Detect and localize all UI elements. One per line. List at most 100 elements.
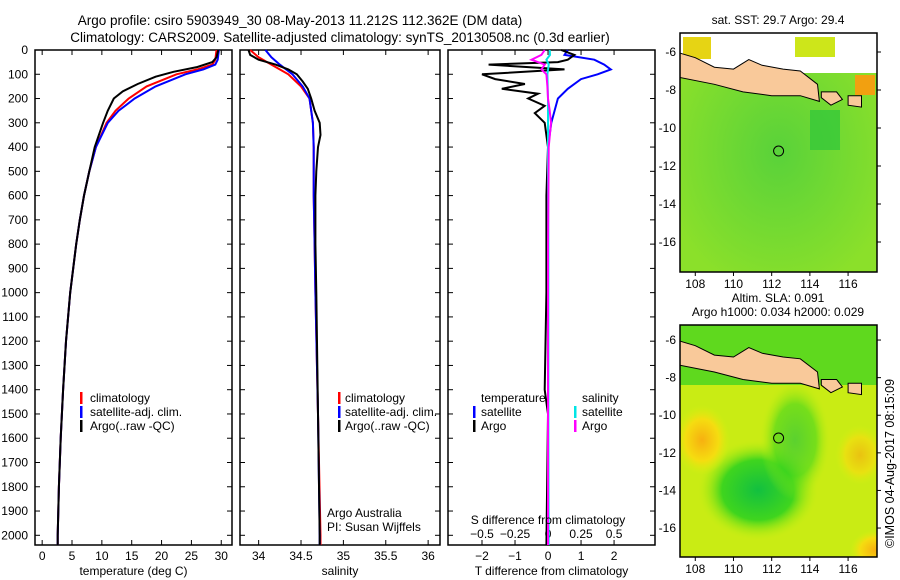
y-tick-label: 1400 — [1, 383, 28, 397]
credit-timestamp: ©IMOS 04-Aug-2017 08:15:09 — [883, 379, 897, 548]
legend-label: Argo(..raw -QC) — [90, 419, 175, 433]
x-tick-label: 34.5 — [289, 549, 313, 563]
legend-header-salinity: salinity — [582, 391, 619, 405]
y-tick-label: 0 — [21, 43, 28, 57]
legend-salinity: climatology satellite-adj. clim. Argo(..… — [327, 391, 437, 534]
legend-label: climatology — [90, 391, 150, 405]
y-tick-label: 1600 — [1, 431, 28, 445]
x-tick-label: −2 — [475, 549, 489, 563]
map-lat-label: -14 — [659, 483, 677, 497]
legend-swatch-sal-argo — [574, 420, 577, 432]
s-diff-axis-label: S difference from climatology — [471, 513, 626, 527]
x-axis-label: T difference from climatology — [475, 564, 629, 578]
legend-header-temperature: temperature — [481, 391, 546, 405]
legend-label: satellite — [582, 405, 623, 419]
map-lon-label: 108 — [685, 562, 705, 576]
x-tick-label: 30 — [215, 549, 229, 563]
lombok-land — [847, 382, 862, 396]
x-tick-label: 0 — [39, 549, 46, 563]
legend-swatch-argo — [338, 420, 341, 432]
y-tick-label: 1900 — [1, 504, 28, 518]
sst-map-axes: 108 110 112 114 116 -6 -8 -10 -12 -14 -16 — [659, 32, 881, 291]
x-tick-label: 10 — [95, 549, 109, 563]
y-tick-label: 1500 — [1, 407, 28, 421]
sst-map-title: sat. SST: 29.7 Argo: 29.4 — [712, 13, 845, 27]
y-tick-label: 1700 — [1, 456, 28, 470]
legend-swatch-satellite — [80, 406, 83, 418]
sla-map — [680, 325, 877, 557]
legend-swatch-temp-argo — [473, 420, 476, 432]
series-line-climatology — [249, 49, 322, 545]
y-tick-label: 1800 — [1, 480, 28, 494]
x-tick-label: 20 — [155, 549, 169, 563]
annotation-pi: PI: Susan Wijffels — [327, 520, 421, 534]
legend-swatch-argo — [80, 420, 83, 432]
sst-patch — [810, 110, 840, 150]
y-tick-label: 200 — [8, 92, 28, 106]
series-line-climatology — [56, 49, 218, 545]
map-lon-label: 112 — [762, 277, 781, 291]
legend-label: satellite-adj. clim. — [345, 405, 437, 419]
y-tick-label: 900 — [8, 261, 28, 275]
bali-land — [820, 379, 844, 394]
sla-low-anomaly — [760, 380, 830, 500]
map-lat-label: -8 — [665, 371, 676, 385]
y-tick-label: 400 — [8, 140, 28, 154]
series-line-argo-raw-qc- — [247, 49, 322, 545]
legend-temperature: climatology satellite-adj. clim. Argo(..… — [80, 391, 182, 433]
plot-frame — [34, 49, 233, 546]
y-tick-label: 100 — [8, 67, 28, 81]
map-lon-label: 116 — [839, 277, 858, 291]
map-lon-label: 114 — [800, 277, 819, 291]
series-line-temperature-argo — [481, 49, 577, 546]
x-tick-label: 2 — [611, 549, 618, 563]
y-tick-label: 300 — [8, 116, 28, 130]
panel-temperature: 0100200300400500600700800900100011001200… — [1, 43, 233, 578]
map-lat-label: -12 — [659, 446, 677, 460]
lombok-land — [847, 95, 862, 108]
sla-map-axes: 108 110 112 114 116 -6 -8 -10 -12 -14 -16 — [659, 324, 881, 576]
sst-patch — [795, 37, 835, 57]
figure-subtitle: Climatology: CARS2009. Satellite-adjuste… — [70, 30, 610, 45]
y-tick-label: 1100 — [2, 310, 28, 324]
x-tick-label: 0 — [545, 549, 552, 563]
map-lat-label: -16 — [659, 235, 677, 249]
legend-swatch-satellite — [338, 406, 341, 418]
legend-label: satellite — [481, 405, 522, 419]
x-tick-label: 35 — [337, 549, 351, 563]
series-line-argo-raw-qc- — [56, 49, 220, 545]
map-lon-label: 116 — [839, 562, 858, 576]
series-line-satellite-adj-clim- — [56, 49, 220, 545]
plot-frame — [239, 49, 441, 546]
map-lon-label: 110 — [724, 562, 743, 576]
map-lat-label: -10 — [659, 121, 677, 135]
x-tick-label: 36 — [421, 549, 435, 563]
s-diff-tick-label: −0.5 — [470, 527, 494, 541]
series-line-temperature-satellite — [547, 49, 613, 545]
bali-land — [820, 91, 844, 106]
map-lat-label: -12 — [659, 159, 677, 173]
s-diff-tick-label: −0.25 — [500, 527, 531, 541]
map-lat-label: -6 — [665, 45, 676, 59]
profile-location-marker — [773, 145, 785, 157]
legend-swatch-climatology — [80, 392, 83, 404]
sst-patch — [855, 75, 875, 95]
map-frame — [679, 324, 878, 558]
figure-title: Argo profile: csiro 5903949_30 08-May-20… — [78, 13, 523, 28]
s-diff-tick-label: 0.5 — [606, 527, 623, 541]
x-tick-label: 1 — [578, 549, 585, 563]
sla-high-anomaly — [850, 530, 877, 557]
y-tick-label: 600 — [8, 189, 28, 203]
x-tick-label: 34 — [252, 549, 266, 563]
x-tick-label: 5 — [69, 549, 76, 563]
legend-difference: temperature salinity satellite Argo sate… — [471, 391, 626, 527]
java-land — [680, 340, 820, 390]
annotation-argo-australia: Argo Australia — [327, 506, 402, 520]
x-tick-label: −1 — [508, 549, 522, 563]
x-axis-label: salinity — [322, 564, 359, 578]
x-tick-label: 15 — [125, 549, 139, 563]
x-tick-label: 25 — [185, 549, 199, 563]
legend-label: Argo — [481, 419, 507, 433]
sla-map-subtitle: Argo h1000: 0.034 h2000: 0.029 — [692, 305, 864, 319]
